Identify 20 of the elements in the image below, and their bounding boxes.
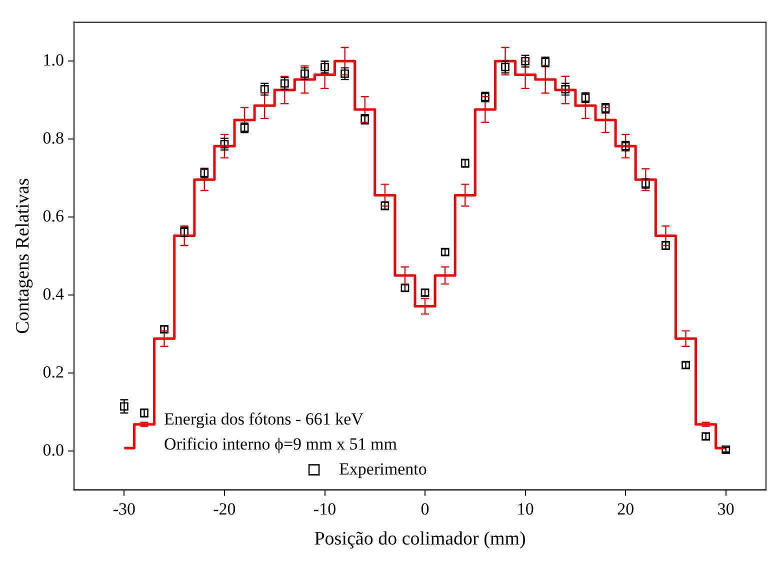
x-tick-label: 10 xyxy=(516,499,534,518)
y-tick-label: 0.4 xyxy=(42,284,65,304)
point xyxy=(561,85,570,94)
y-tick-label: 0.8 xyxy=(42,128,64,148)
y-axis-title: Contagens Relativas xyxy=(12,178,34,334)
legend-label: Experimento xyxy=(339,459,427,478)
annotation: Orificio interno ϕ=9 mm x 51 mm xyxy=(164,434,397,454)
annotation: Energia dos fótons - 661 keV xyxy=(164,409,364,428)
y-tick-label: 1.0 xyxy=(42,50,64,70)
x-tick-label: 30 xyxy=(717,499,734,518)
x-tick-label: -10 xyxy=(313,499,336,518)
x-axis-title: Posição do colimador (mm) xyxy=(314,528,526,550)
y-tick-label: 0.2 xyxy=(42,362,64,382)
x-tick-label: -20 xyxy=(213,499,236,518)
x-tick-label: 20 xyxy=(617,499,634,518)
x-tick-label: 0 xyxy=(420,499,430,518)
y-tick-label: 0.0 xyxy=(42,440,64,460)
x-tick-label: -30 xyxy=(112,499,136,518)
point xyxy=(220,140,229,148)
y-tick-label: 0.6 xyxy=(42,206,64,226)
